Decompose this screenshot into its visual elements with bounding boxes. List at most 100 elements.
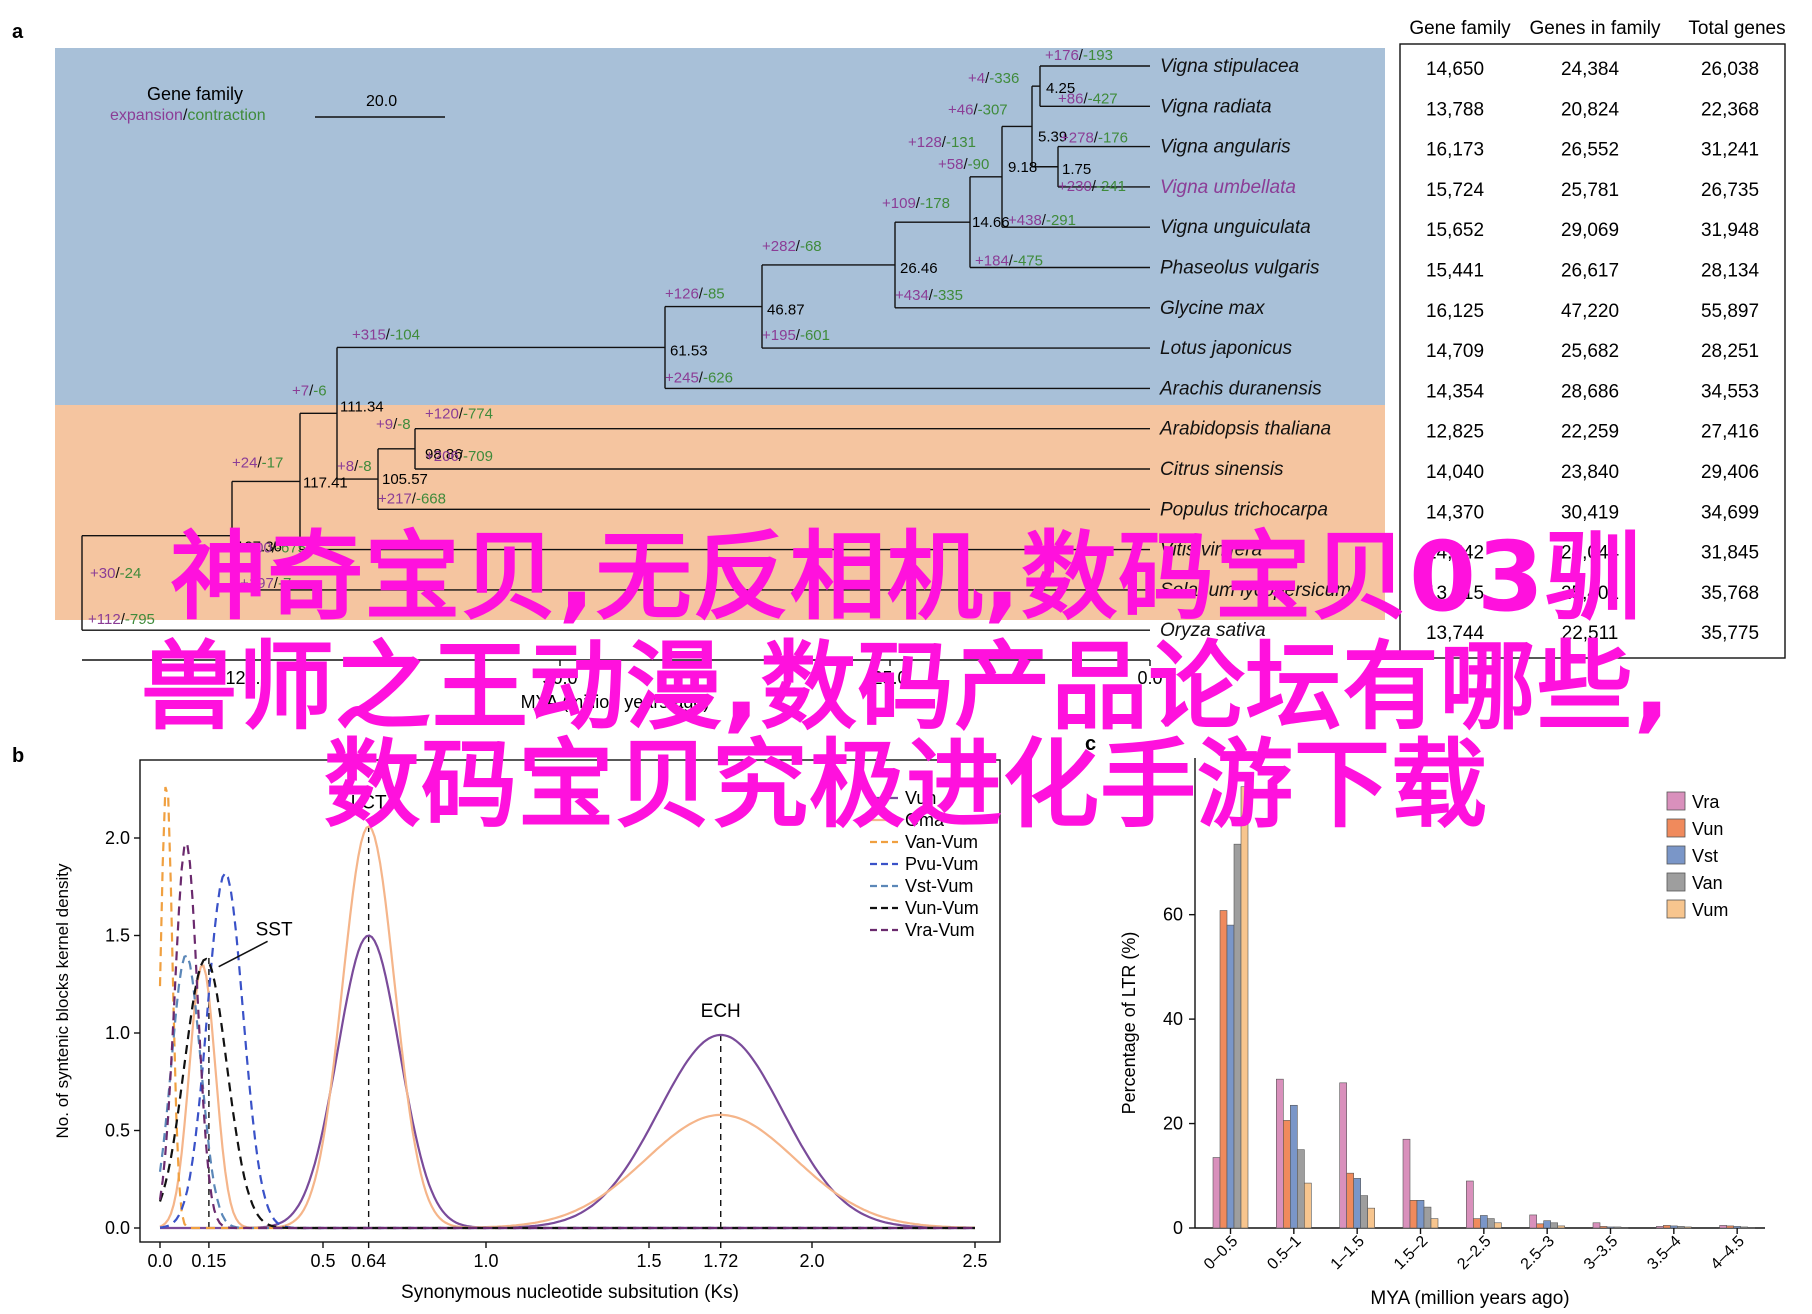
ltr-bar (1473, 1218, 1481, 1229)
branch-change-label: +195/-601 (762, 327, 830, 344)
table-header-cell: Gene family (1409, 18, 1511, 39)
separator: / (274, 575, 279, 592)
branch-change-label: +315/-104 (352, 326, 420, 343)
ltr-bar (1430, 1218, 1439, 1229)
ltr-bar (1592, 1222, 1601, 1229)
node-age-label: 117.41 (303, 474, 348, 491)
table-cell: 35,768 (1701, 583, 1759, 604)
x-tick-label: 2.0 (799, 1251, 824, 1271)
legend-entry: Van (1692, 873, 1723, 893)
legend-swatch (1666, 872, 1686, 892)
panel-label-b: b (12, 745, 24, 767)
branch-change-label: +278/-176 (1060, 130, 1128, 147)
separator: / (1009, 253, 1014, 270)
contraction-count: -104 (390, 326, 420, 343)
ltr-bar (1487, 1218, 1495, 1229)
table-cell: 34,553 (1701, 381, 1759, 402)
ltr-bar (1226, 924, 1235, 1229)
legend-entry: Vst (1692, 846, 1718, 866)
node-age-label: 9.18 (1008, 159, 1037, 176)
node-age-label: 105.57 (382, 471, 428, 488)
rosid-clade-band (55, 405, 1385, 620)
legend-entry: Vun (1692, 819, 1723, 839)
contraction-count: -335 (933, 287, 963, 304)
peak-annotation: LCT (351, 792, 387, 813)
expansion-count: +109 (882, 195, 916, 212)
separator: / (963, 156, 968, 173)
sst-pointer (218, 940, 268, 968)
species-label: Arabidopsis thaliana (1159, 419, 1331, 440)
branch-change-label: +197/-7 (240, 575, 291, 592)
table-cell: 25,401 (1561, 583, 1619, 604)
separator: / (412, 490, 417, 507)
ltr-bar (1297, 1149, 1305, 1229)
separator: / (393, 416, 398, 433)
ltr-bar (1733, 1226, 1741, 1229)
ltr-bar (1557, 1225, 1565, 1229)
tree-axis-label: MYA (million years ago) (521, 692, 710, 712)
table-cell: 25,682 (1561, 341, 1619, 362)
ltr-bar (1480, 1215, 1488, 1229)
x-tick-label: 2.5 (962, 1251, 987, 1271)
separator: / (796, 238, 801, 255)
table-cell: 55,897 (1701, 301, 1759, 322)
branch-change-label: +4/-336 (968, 70, 1019, 87)
branch-change-label: +9/-8 (376, 416, 411, 433)
x-tick-label: 0.15 (191, 1251, 226, 1271)
ltr-bar (1346, 1172, 1354, 1229)
tree-scale-label: 20.0 (366, 93, 397, 110)
x-tick-label: 3–3.5 (1581, 1233, 1621, 1273)
legend-entry: Gma (905, 810, 945, 830)
y-axis-label: No. of syntenic blocks kernel density (53, 863, 72, 1138)
table-cell: 24,384 (1561, 59, 1620, 80)
branch-change-label: +46/-307 (948, 101, 1008, 118)
contraction-count: -8 (358, 458, 371, 475)
table-cell: 16,173 (1426, 140, 1484, 161)
legend-separator: / (183, 107, 188, 124)
contraction-count: -176 (1098, 130, 1128, 147)
tree-axis-tick-label: 50.0 (542, 668, 577, 688)
table-cell: 15,724 (1426, 180, 1485, 201)
table-cell: 22,259 (1561, 422, 1619, 443)
y-tick-label: 1.0 (105, 1023, 130, 1043)
species-label: Vigna radiata (1160, 96, 1272, 117)
expansion-count: +438 (1008, 212, 1042, 229)
table-cell: 28,134 (1701, 261, 1760, 282)
separator: / (121, 611, 126, 628)
contraction-count: -307 (978, 101, 1008, 118)
expansion-count: +86 (1058, 90, 1083, 107)
contraction-count: -291 (1046, 212, 1076, 229)
table-cell: 22,368 (1701, 99, 1759, 120)
legend-entry: Vra-Vum (905, 920, 975, 940)
ltr-bar (1606, 1226, 1615, 1229)
tree-legend-expansion: expansion/contraction (110, 107, 266, 124)
ltr-bar (1719, 1225, 1727, 1229)
x-tick-label: 2–2.5 (1454, 1233, 1494, 1273)
panel-label-a: a (12, 21, 24, 43)
table-cell: 14,542 (1426, 543, 1484, 564)
y-tick-label: 1.5 (105, 926, 130, 946)
branch-change-label: +217/-668 (378, 490, 446, 507)
branch-change-label: +434/-335 (895, 287, 963, 304)
table-cell: 31,845 (1701, 543, 1759, 564)
separator: / (916, 195, 921, 212)
contraction-count: -6 (313, 382, 326, 399)
x-tick-label: 4–4.5 (1708, 1233, 1748, 1273)
legend-swatch (1666, 791, 1686, 811)
ltr-bar (1684, 1226, 1692, 1229)
contraction-count: -427 (1088, 90, 1118, 107)
node-age-label: 5.39 (1038, 128, 1067, 145)
ltr-bar (1360, 1195, 1368, 1229)
ltr-bar (1290, 1104, 1298, 1229)
species-label: Phaseolus vulgaris (1160, 258, 1320, 279)
branch-change-label: +126/-85 (665, 286, 725, 303)
legend-entry: Vum (1692, 900, 1728, 920)
species-label: Solanum lycopersicum (1160, 580, 1351, 601)
species-label: Glycine max (1160, 298, 1266, 319)
species-label: Arachis duranensis (1159, 378, 1322, 399)
table-cell: 31,241 (1701, 140, 1759, 161)
ltr-bar (1212, 1157, 1221, 1229)
legend-entry: Vst-Vum (905, 876, 973, 896)
ks-density-chart: 0.0 0.5 1.0 1.5 2.0 0.0 0.15 0.5 0.64 1.0 1.5 1.72 2… (53, 759, 1001, 1303)
expansion-count: +112 (88, 611, 121, 628)
